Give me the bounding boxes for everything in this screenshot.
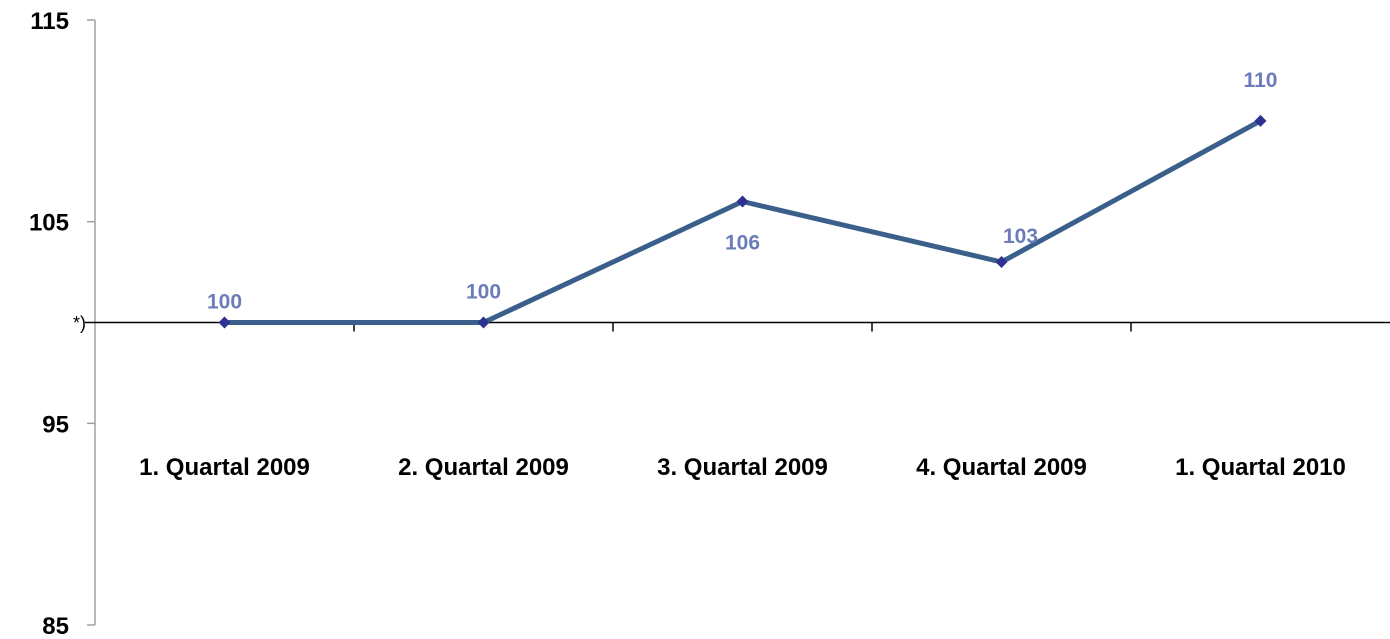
data-point-marker bbox=[995, 256, 1008, 268]
data-label: 103 bbox=[1003, 225, 1038, 248]
data-label: 100 bbox=[466, 281, 501, 304]
data-point-marker bbox=[477, 316, 490, 329]
data-point-marker bbox=[736, 195, 749, 208]
category-axis-note: *) bbox=[73, 313, 86, 333]
data-point-marker bbox=[218, 316, 231, 329]
data-label: 100 bbox=[207, 291, 242, 314]
y-tick-label: 105 bbox=[29, 210, 69, 237]
data-point-marker bbox=[1254, 114, 1267, 127]
series-path bbox=[224, 118, 1262, 325]
category-axis: 1. Quartal 2009 2. Quartal 2009 3. Quartal… bbox=[85, 321, 1390, 481]
y-tick-label: 85 bbox=[42, 613, 69, 639]
category-label: 1. Quartal 2009 bbox=[139, 454, 310, 481]
series-line bbox=[218, 114, 1267, 329]
y-tick-label: 115 bbox=[30, 8, 69, 35]
y-tick-label: 95 bbox=[42, 411, 69, 438]
category-label: 4. Quartal 2009 bbox=[916, 454, 1087, 481]
category-label: 3. Quartal 2009 bbox=[657, 454, 828, 481]
category-label: 2. Quartal 2009 bbox=[398, 454, 569, 481]
data-labels: 100 100 106 103 110 bbox=[207, 69, 1277, 314]
data-label: 106 bbox=[725, 232, 760, 255]
data-label: 110 bbox=[1244, 69, 1278, 92]
category-label: 1. Quartal 2010 bbox=[1175, 454, 1346, 481]
